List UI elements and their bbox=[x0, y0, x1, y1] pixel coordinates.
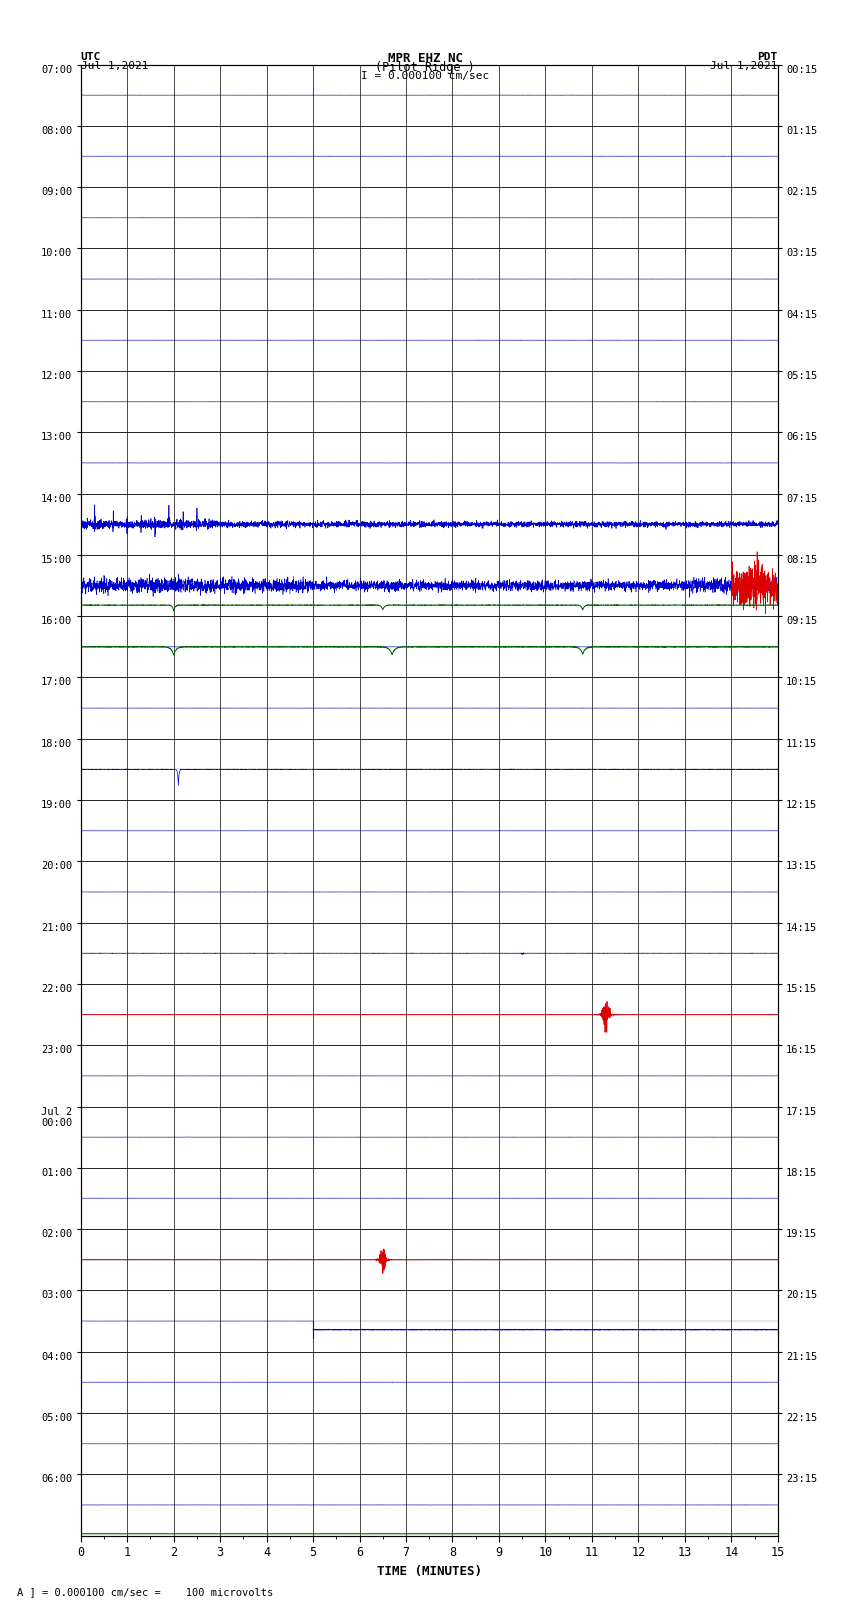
Text: I = 0.000100 cm/sec: I = 0.000100 cm/sec bbox=[361, 71, 489, 81]
Text: Jul 1,2021: Jul 1,2021 bbox=[81, 61, 148, 71]
Text: (Pilot Ridge ): (Pilot Ridge ) bbox=[375, 61, 475, 74]
Text: PDT: PDT bbox=[757, 52, 778, 61]
Text: UTC: UTC bbox=[81, 52, 101, 61]
X-axis label: TIME (MINUTES): TIME (MINUTES) bbox=[377, 1565, 482, 1578]
Text: A ] = 0.000100 cm/sec =    100 microvolts: A ] = 0.000100 cm/sec = 100 microvolts bbox=[17, 1587, 273, 1597]
Text: MPR EHZ NC: MPR EHZ NC bbox=[388, 52, 462, 65]
Text: Jul 1,2021: Jul 1,2021 bbox=[711, 61, 778, 71]
